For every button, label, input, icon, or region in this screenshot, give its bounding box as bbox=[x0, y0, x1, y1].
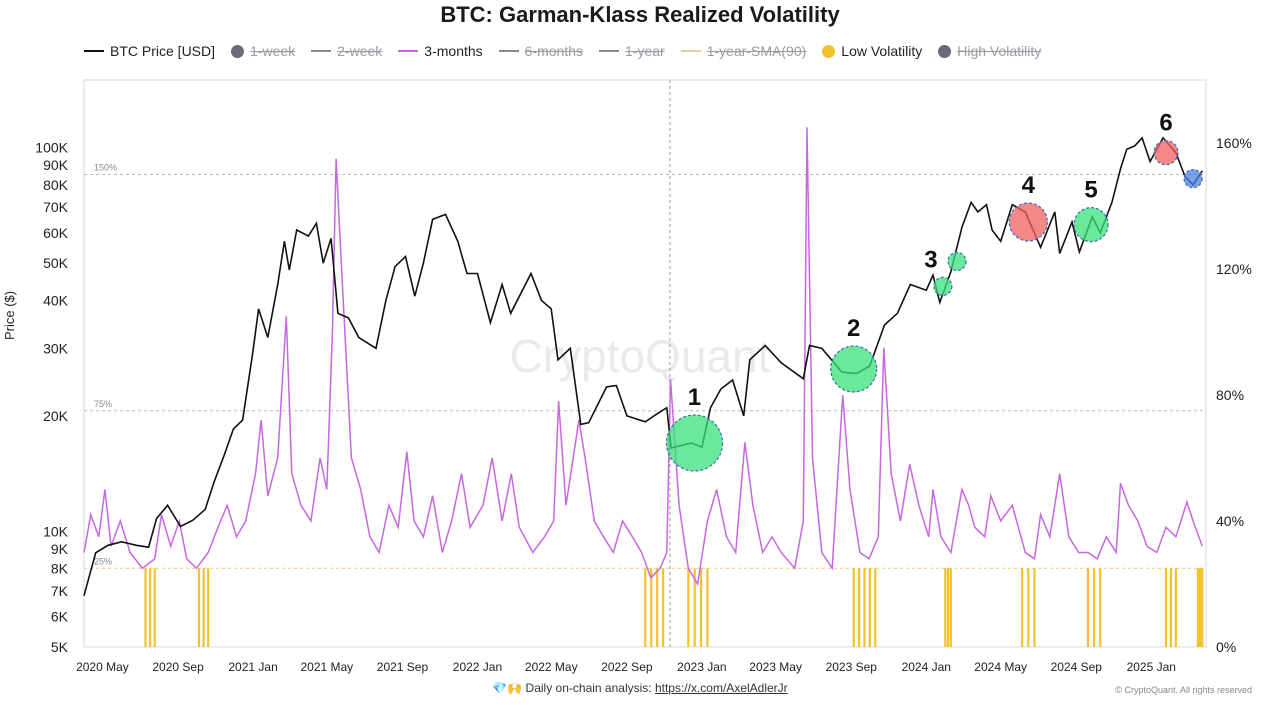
annotation-label-5: 5 bbox=[1084, 177, 1097, 204]
y-tick-label: 5K bbox=[51, 639, 69, 655]
legend-label: Low Volatility bbox=[841, 43, 923, 59]
y-tick-label: 60K bbox=[43, 225, 69, 241]
footer-icons: 💎🙌 bbox=[492, 681, 523, 695]
copyright-text: © CryptoQuant. All rights reserved bbox=[1115, 685, 1252, 695]
x-tick-label: 2022 Jan bbox=[453, 660, 502, 674]
x-tick-label: 2023 May bbox=[749, 660, 802, 674]
y-tick-label: 70K bbox=[43, 199, 69, 215]
legend-item[interactable]: 3-months bbox=[398, 43, 483, 59]
footer-text: Daily on-chain analysis: bbox=[525, 681, 652, 695]
legend-swatch bbox=[398, 50, 419, 52]
y2-tick-label: 160% bbox=[1216, 135, 1252, 151]
x-tick-label: 2021 Sep bbox=[377, 660, 429, 674]
annotation-circle-5 bbox=[1073, 207, 1109, 243]
y-tick-label: 80K bbox=[43, 177, 69, 193]
legend-swatch bbox=[599, 50, 620, 52]
legend-item[interactable]: 1-week bbox=[231, 43, 295, 59]
annotation-circle-2 bbox=[830, 345, 878, 393]
legend-item[interactable]: BTC Price [USD] bbox=[84, 43, 215, 59]
legend: BTC Price [USD] 1-week 2-week 3-months 6-mon… bbox=[84, 40, 1041, 62]
y-tick-label: 6K bbox=[51, 609, 69, 625]
watermark: CryptoQuant bbox=[510, 330, 771, 382]
legend-swatch bbox=[938, 44, 952, 58]
x-tick-label: 2020 Sep bbox=[152, 660, 204, 674]
legend-swatch bbox=[311, 50, 332, 52]
x-tick-label: 2025 Jan bbox=[1127, 660, 1176, 674]
ref-line-label: 25% bbox=[94, 556, 112, 566]
annotation-label-1: 1 bbox=[688, 384, 701, 411]
legend-label: 2-week bbox=[337, 43, 383, 59]
annotation-label-2: 2 bbox=[847, 315, 860, 342]
legend-swatch bbox=[822, 44, 836, 58]
annotation-circle-6 bbox=[1153, 140, 1179, 166]
y-tick-label: 40K bbox=[43, 292, 69, 308]
legend-label: 1-year-SMA(90) bbox=[706, 43, 807, 59]
legend-label: 1-year bbox=[625, 43, 665, 59]
y-tick-label: 50K bbox=[43, 255, 69, 271]
legend-label: BTC Price [USD] bbox=[110, 43, 216, 59]
y-tick-label: 9K bbox=[51, 541, 69, 557]
legend-swatch bbox=[498, 50, 519, 52]
y-tick-label: 10K bbox=[43, 523, 69, 539]
y-tick-label: 8K bbox=[51, 561, 69, 577]
y-tick-label: 7K bbox=[51, 583, 69, 599]
x-tick-label: 2022 Sep bbox=[601, 660, 653, 674]
ref-line-label: 150% bbox=[94, 163, 117, 173]
x-tick-label: 2024 May bbox=[974, 660, 1027, 674]
x-tick-label: 2020 May bbox=[76, 660, 129, 674]
annotation-circle-extra bbox=[1183, 169, 1203, 189]
legend-label: 3-months bbox=[424, 43, 483, 59]
legend-item[interactable]: 6-months bbox=[498, 43, 584, 59]
y2-tick-label: 80% bbox=[1216, 387, 1244, 403]
legend-item[interactable]: High Volatility bbox=[938, 43, 1041, 59]
footer-link[interactable]: https://x.com/AxelAdlerJr bbox=[654, 681, 788, 695]
legend-label: 1-week bbox=[250, 43, 296, 59]
y-tick-label: 30K bbox=[43, 340, 69, 356]
y2-tick-label: 120% bbox=[1216, 261, 1252, 277]
legend-swatch bbox=[680, 50, 701, 52]
x-tick-label: 2023 Sep bbox=[826, 660, 878, 674]
legend-item[interactable]: 1-year bbox=[599, 43, 665, 59]
x-tick-label: 2021 May bbox=[300, 660, 353, 674]
x-tick-label: 2021 Jan bbox=[228, 660, 277, 674]
annotation-circle-extra bbox=[947, 251, 967, 272]
series-line-3-months bbox=[83, 127, 1204, 587]
y2-tick-label: 40% bbox=[1216, 513, 1244, 529]
legend-item[interactable]: 2-week bbox=[311, 43, 382, 59]
legend-swatch bbox=[84, 50, 104, 52]
x-tick-label: 2023 Jan bbox=[677, 660, 726, 674]
annotation-circle-4 bbox=[1008, 202, 1048, 242]
legend-swatch bbox=[231, 44, 245, 58]
y-tick-label: 20K bbox=[43, 408, 69, 424]
y2-tick-label: 0% bbox=[1216, 639, 1236, 655]
annotation-circle-3 bbox=[933, 276, 953, 296]
annotation-label-6: 6 bbox=[1159, 110, 1172, 137]
annotation-circle-1 bbox=[665, 414, 724, 472]
ref-line-label: 75% bbox=[94, 399, 112, 409]
y-tick-label: 90K bbox=[43, 157, 69, 173]
legend-label: High Volatility bbox=[957, 43, 1042, 59]
annotation-label-4: 4 bbox=[1022, 172, 1036, 199]
annotation-label-3: 3 bbox=[924, 246, 937, 273]
chart-title: BTC: Garman-Klass Realized Volatility bbox=[440, 2, 840, 27]
x-tick-label: 2024 Sep bbox=[1051, 660, 1103, 674]
y-tick-label: 100K bbox=[35, 140, 68, 156]
legend-item[interactable]: 1-year-SMA(90) bbox=[680, 43, 807, 59]
x-tick-label: 2022 May bbox=[525, 660, 578, 674]
footer: 💎🙌 Daily on-chain analysis: https://x.co… bbox=[0, 681, 1280, 695]
legend-label: 6-months bbox=[524, 43, 584, 59]
x-tick-label: 2024 Jan bbox=[902, 660, 951, 674]
legend-item[interactable]: Low Volatility bbox=[822, 43, 922, 59]
